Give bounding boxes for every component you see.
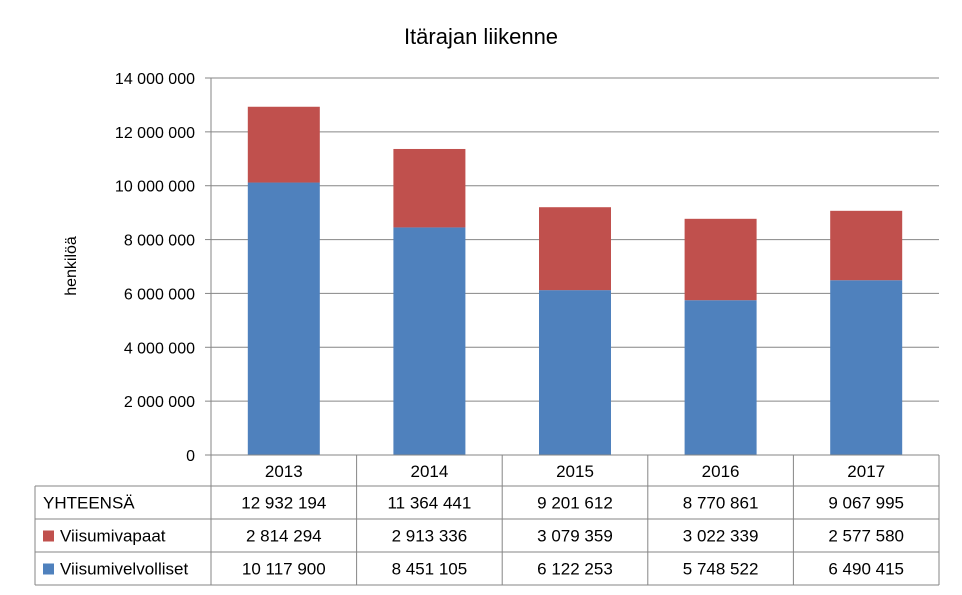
y-tick-label: 14 000 000	[115, 71, 195, 88]
table-cell: 2 913 336	[392, 527, 468, 546]
x-tick-label: 2015	[556, 462, 594, 481]
bar-viisumivelvolliset-2017	[830, 280, 903, 455]
table-cell: 9 067 995	[828, 494, 904, 513]
legend-key	[43, 563, 54, 575]
table-cell: 2 577 580	[828, 527, 904, 546]
table-row-label: YHTEENSÄ	[43, 494, 135, 513]
table-cell: 8 770 861	[683, 494, 759, 513]
data-table: 2013 2014 2015 2016 2017 YHTEENSÄ 12 932 194 11…	[34, 454, 940, 586]
table-cell: 2 814 294	[246, 527, 322, 546]
y-tick-label: 4 000 000	[124, 340, 195, 357]
table-cell: 9 201 612	[537, 494, 613, 513]
bar-viisumivapaat-2016	[684, 218, 757, 301]
bar-viisumivelvolliset-2014	[393, 227, 466, 455]
table-cell: 8 451 105	[392, 560, 468, 579]
x-tick-label: 2014	[410, 462, 448, 481]
bar-viisumivapaat-2017	[830, 210, 903, 281]
table-cell: 5 748 522	[683, 560, 759, 579]
y-tick-label: 10 000 000	[115, 179, 195, 196]
table-cell: 3 079 359	[537, 527, 613, 546]
y-tick-label: 12 000 000	[115, 125, 195, 142]
table-cell: 11 364 441	[387, 494, 471, 513]
y-tick-label: 8 000 000	[124, 233, 195, 250]
bar-viisumivelvolliset-2013	[247, 182, 320, 455]
table-row-label: Viisumivapaat	[60, 527, 166, 546]
x-tick-label: 2017	[847, 462, 885, 481]
bar-viisumivelvolliset-2016	[684, 300, 757, 455]
bars	[247, 106, 903, 455]
table-row-label: Viisumivelvolliset	[60, 560, 188, 579]
bar-viisumivelvolliset-2015	[539, 290, 611, 455]
y-tick-labels: 0 2 000 000 4 000 000 6 000 000 8 000 000 10 …	[115, 71, 195, 465]
y-tick-label: 6 000 000	[124, 286, 195, 303]
y-tick-label: 0	[186, 448, 195, 465]
table-cell: 6 490 415	[828, 560, 904, 579]
bar-viisumivapaat-2014	[393, 148, 466, 228]
y-axis-label: henkilöä	[63, 236, 80, 296]
table-cell: 10 117 900	[242, 560, 326, 579]
bar-viisumivapaat-2013	[247, 106, 320, 183]
table-cell: 12 932 194	[241, 494, 326, 513]
bar-viisumivapaat-2015	[539, 207, 611, 291]
table-cell: 6 122 253	[537, 560, 613, 579]
legend-key	[43, 530, 54, 542]
table-cell: 3 022 339	[683, 527, 759, 546]
chart-title: Itärajan liikenne	[404, 24, 558, 49]
x-tick-label: 2016	[702, 462, 740, 481]
y-tick-label: 2 000 000	[124, 394, 195, 411]
x-tick-label: 2013	[265, 462, 303, 481]
